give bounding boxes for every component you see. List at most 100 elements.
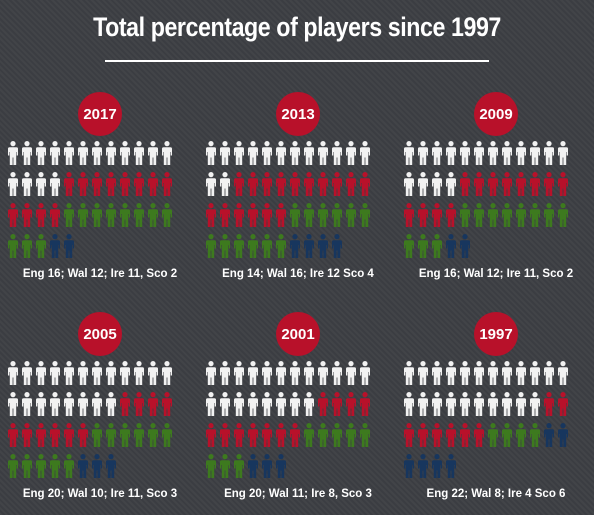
ire-person-icon [162, 203, 172, 227]
eng-person-icon [502, 361, 512, 385]
wal-person-icon [474, 172, 484, 196]
wal-person-icon [8, 423, 18, 447]
eng-person-icon [248, 392, 258, 416]
ire-person-icon [36, 454, 46, 478]
wal-person-icon [418, 203, 428, 227]
eng-person-icon [516, 361, 526, 385]
ire-person-icon [558, 203, 568, 227]
eng-person-icon [474, 141, 484, 165]
year-badge: 2009 [474, 92, 518, 136]
eng-person-icon [432, 141, 442, 165]
year-badge: 2001 [276, 312, 320, 356]
wal-person-icon [418, 423, 428, 447]
wal-person-icon [558, 392, 568, 416]
ire-person-icon [304, 203, 314, 227]
wal-person-icon [276, 203, 286, 227]
ire-person-icon [248, 234, 258, 258]
ire-person-icon [474, 203, 484, 227]
eng-person-icon [404, 392, 414, 416]
wal-person-icon [50, 423, 60, 447]
eng-person-icon [290, 141, 300, 165]
wal-person-icon [78, 423, 88, 447]
panel-0: 2017 Eng 16; Wal 12; Ire 11, Sco 2 [5, 92, 195, 282]
ire-person-icon [360, 203, 370, 227]
wal-person-icon [120, 392, 130, 416]
pictogram-grid [8, 141, 172, 258]
eng-person-icon [460, 392, 470, 416]
ire-person-icon [234, 454, 244, 478]
ire-person-icon [106, 423, 116, 447]
panel-3: 2005 Eng 20; Wal 10; Ire 11, Sco 3 [5, 312, 195, 502]
ire-person-icon [332, 203, 342, 227]
sco-person-icon [460, 234, 470, 258]
eng-person-icon [516, 141, 526, 165]
ire-person-icon [530, 423, 540, 447]
pictogram-grid [206, 141, 370, 258]
eng-person-icon [446, 361, 456, 385]
wal-person-icon [404, 423, 414, 447]
ire-person-icon [64, 454, 74, 478]
eng-person-icon [134, 141, 144, 165]
caption: Eng 22; Wal 8; Ire 4 Sco 6 [426, 488, 566, 500]
sco-person-icon [318, 234, 328, 258]
eng-person-icon [360, 361, 370, 385]
wal-person-icon [488, 172, 498, 196]
eng-person-icon [206, 141, 216, 165]
eng-person-icon [474, 392, 484, 416]
eng-person-icon [446, 172, 456, 196]
eng-person-icon [8, 172, 18, 196]
eng-person-icon [220, 392, 230, 416]
eng-person-icon [220, 141, 230, 165]
wal-person-icon [460, 172, 470, 196]
wal-person-icon [206, 203, 216, 227]
year-badge: 2005 [78, 312, 122, 356]
eng-person-icon [78, 141, 88, 165]
wal-person-icon [92, 172, 102, 196]
sco-person-icon [248, 454, 258, 478]
wal-person-icon [262, 203, 272, 227]
eng-person-icon [106, 392, 116, 416]
wal-person-icon [134, 172, 144, 196]
ire-person-icon [530, 203, 540, 227]
sco-person-icon [404, 454, 414, 478]
eng-person-icon [22, 141, 32, 165]
ire-person-icon [262, 234, 272, 258]
wal-person-icon [220, 203, 230, 227]
wal-person-icon [64, 423, 74, 447]
wal-person-icon [446, 423, 456, 447]
ire-person-icon [134, 423, 144, 447]
eng-person-icon [404, 172, 414, 196]
wal-person-icon [64, 172, 74, 196]
eng-person-icon [22, 392, 32, 416]
eng-person-icon [120, 141, 130, 165]
wal-person-icon [50, 203, 60, 227]
eng-person-icon [234, 392, 244, 416]
eng-person-icon [92, 141, 102, 165]
eng-person-icon [106, 361, 116, 385]
eng-person-icon [418, 361, 428, 385]
ire-person-icon [234, 234, 244, 258]
sco-person-icon [262, 454, 272, 478]
ire-person-icon [332, 423, 342, 447]
ire-person-icon [318, 203, 328, 227]
eng-person-icon [234, 361, 244, 385]
eng-person-icon [558, 361, 568, 385]
caption: Eng 14; Wal 16; Ire 12 Sco 4 [222, 268, 374, 280]
caption: Eng 16; Wal 12; Ire 11, Sco 2 [22, 268, 178, 280]
ire-person-icon [134, 203, 144, 227]
eng-person-icon [460, 361, 470, 385]
year-badge: 1997 [474, 312, 518, 356]
eng-person-icon [276, 361, 286, 385]
wal-person-icon [460, 423, 470, 447]
ire-person-icon [290, 203, 300, 227]
eng-person-icon [50, 361, 60, 385]
eng-person-icon [262, 361, 272, 385]
ire-person-icon [360, 423, 370, 447]
eng-person-icon [36, 392, 46, 416]
ire-person-icon [120, 423, 130, 447]
ire-person-icon [488, 423, 498, 447]
eng-person-icon [544, 361, 554, 385]
ire-person-icon [502, 423, 512, 447]
eng-person-icon [64, 141, 74, 165]
wal-person-icon [8, 203, 18, 227]
